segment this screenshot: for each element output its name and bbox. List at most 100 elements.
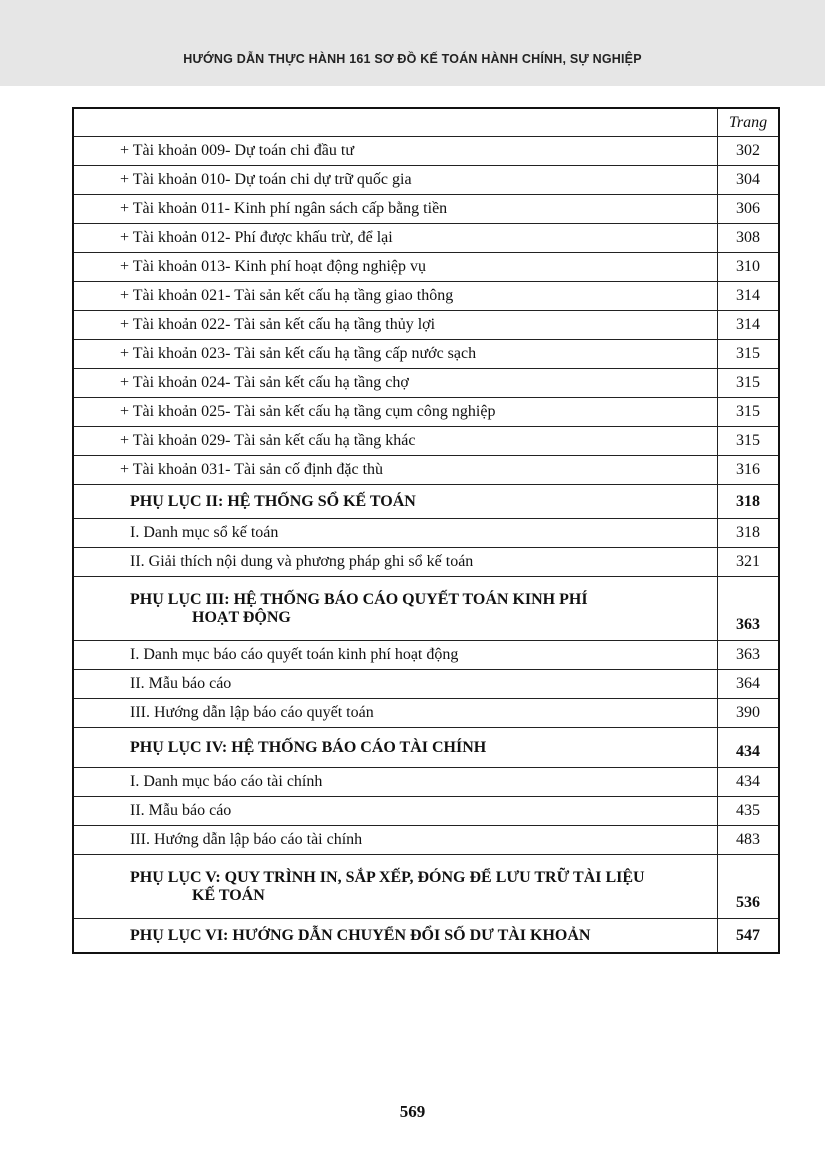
- toc-entry-page: 308: [717, 223, 780, 253]
- toc-entry-title: + Tài khoản 023- Tài sản kết cấu hạ tầng…: [72, 339, 718, 369]
- toc-entry-row: II. Giải thích nội dung và phương pháp g…: [72, 547, 780, 577]
- toc-section-row: PHỤ LỤC V: QUY TRÌNH IN, SẮP XẾP, ĐÓNG Đ…: [72, 854, 780, 919]
- toc-header-row: Trang: [72, 107, 780, 137]
- toc-entry-row: I. Danh mục báo cáo tài chính 434: [72, 767, 780, 797]
- toc-entry-title: + Tài khoản 011- Kinh phí ngân sách cấp …: [72, 194, 718, 224]
- toc-entry-title: + Tài khoản 009- Dự toán chi đầu tư: [72, 136, 718, 166]
- toc-entry-row: + Tài khoản 022- Tài sản kết cấu hạ tầng…: [72, 310, 780, 340]
- toc-entry-row: + Tài khoản 012- Phí được khấu trừ, để l…: [72, 223, 780, 253]
- toc-entry-title: + Tài khoản 024- Tài sản kết cấu hạ tầng…: [72, 368, 718, 398]
- toc-entry-title-text: I. Danh mục báo cáo quyết toán kinh phí …: [130, 646, 459, 663]
- toc-entry-title: + Tài khoản 012- Phí được khấu trừ, để l…: [72, 223, 718, 253]
- toc-entry-title: + Tài khoản 013- Kinh phí hoạt động nghi…: [72, 252, 718, 282]
- toc-entry-row: II. Mẫu báo cáo 435: [72, 796, 780, 826]
- toc-entry-row: + Tài khoản 021- Tài sản kết cấu hạ tầng…: [72, 281, 780, 311]
- toc-entry-title: PHỤ LỤC II: HỆ THỐNG SỔ KẾ TOÁN: [72, 484, 718, 519]
- toc-entry-title-text: + Tài khoản 025- Tài sản kết cấu hạ tầng…: [120, 403, 496, 420]
- toc-section-row: PHỤ LỤC VI: HƯỚNG DẪN CHUYỂN ĐỔI SỐ DƯ T…: [72, 918, 780, 954]
- toc-entry-row: + Tài khoản 011- Kinh phí ngân sách cấp …: [72, 194, 780, 224]
- toc-entry-page: 318: [717, 518, 780, 548]
- toc-entry-title: II. Mẫu báo cáo: [72, 669, 718, 699]
- toc-page-header: Trang: [717, 107, 780, 137]
- toc-entry-title: III. Hướng dẫn lập báo cáo tài chính: [72, 825, 718, 855]
- toc-entry-title-text: PHỤ LỤC VI: HƯỚNG DẪN CHUYỂN ĐỔI SỐ DƯ T…: [130, 926, 591, 944]
- toc-entry-row: + Tài khoản 009- Dự toán chi đầu tư 302: [72, 136, 780, 166]
- toc-entry-page: 363: [717, 576, 780, 641]
- toc-entry-title: + Tài khoản 021- Tài sản kết cấu hạ tầng…: [72, 281, 718, 311]
- toc-entry-title-text: II. Giải thích nội dung và phương pháp g…: [130, 553, 474, 570]
- toc-entry-row: + Tài khoản 010- Dự toán chi dự trữ quốc…: [72, 165, 780, 195]
- toc-entry-title: + Tài khoản 031- Tài sản cố định đặc thù: [72, 455, 718, 485]
- toc-entry-title: + Tài khoản 029- Tài sản kết cấu hạ tầng…: [72, 426, 718, 456]
- running-header: [0, 0, 825, 86]
- toc-entry-row: + Tài khoản 025- Tài sản kết cấu hạ tầng…: [72, 397, 780, 427]
- toc-entry-title-text: PHỤ LỤC V: QUY TRÌNH IN, SẮP XẾP, ĐÓNG Đ…: [130, 868, 645, 886]
- toc-entry-title: + Tài khoản 010- Dự toán chi dự trữ quốc…: [72, 165, 718, 195]
- toc-entry-title-text: PHỤ LỤC II: HỆ THỐNG SỔ KẾ TOÁN: [130, 492, 416, 510]
- toc-entry-row: III. Hướng dẫn lập báo cáo quyết toán 390: [72, 698, 780, 728]
- toc-entry-title-text: + Tài khoản 031- Tài sản cố định đặc thù: [120, 461, 384, 478]
- page-number: 569: [399, 1102, 426, 1121]
- toc-entry-title: II. Mẫu báo cáo: [72, 796, 718, 826]
- toc-entry-page: 314: [717, 310, 780, 340]
- toc-entry-page: 315: [717, 339, 780, 369]
- toc-entry-title-text: PHỤ LỤC IV: HỆ THỐNG BÁO CÁO TÀI CHÍNH: [130, 738, 487, 756]
- toc-entry-title-line2: KẾ TOÁN: [192, 886, 265, 904]
- toc-entry-title: PHỤ LỤC IV: HỆ THỐNG BÁO CÁO TÀI CHÍNH: [72, 727, 718, 768]
- table-of-contents: Trang + Tài khoản 009- Dự toán chi đầu t…: [72, 107, 780, 954]
- toc-entry-title-text: + Tài khoản 029- Tài sản kết cấu hạ tầng…: [120, 432, 416, 449]
- toc-entry-row: + Tài khoản 031- Tài sản cố định đặc thù…: [72, 455, 780, 485]
- toc-entry-title-text: + Tài khoản 022- Tài sản kết cấu hạ tầng…: [120, 316, 436, 333]
- toc-entry-title-text: II. Mẫu báo cáo: [130, 802, 232, 819]
- toc-entry-page: 536: [717, 854, 780, 919]
- toc-entry-row: I. Danh mục báo cáo quyết toán kinh phí …: [72, 640, 780, 670]
- toc-entry-title-text: I. Danh mục sổ kế toán: [130, 524, 279, 541]
- toc-entry-row: II. Mẫu báo cáo 364: [72, 669, 780, 699]
- toc-entry-title-text: + Tài khoản 011- Kinh phí ngân sách cấp …: [120, 200, 448, 217]
- toc-entry-page: 321: [717, 547, 780, 577]
- toc-entry-page: 315: [717, 397, 780, 427]
- toc-entry-title: III. Hướng dẫn lập báo cáo quyết toán: [72, 698, 718, 728]
- toc-entry-title: PHỤ LỤC V: QUY TRÌNH IN, SẮP XẾP, ĐÓNG Đ…: [72, 854, 718, 919]
- toc-entry-page: 434: [717, 727, 780, 768]
- toc-entry-title-text: I. Danh mục báo cáo tài chính: [130, 773, 323, 790]
- toc-entry-page: 318: [717, 484, 780, 519]
- toc-entry-page: 315: [717, 368, 780, 398]
- toc-entry-page: 314: [717, 281, 780, 311]
- toc-entry-title: PHỤ LỤC VI: HƯỚNG DẪN CHUYỂN ĐỔI SỐ DƯ T…: [72, 918, 718, 954]
- toc-entry-row: + Tài khoản 023- Tài sản kết cấu hạ tầng…: [72, 339, 780, 369]
- toc-section-row: PHỤ LỤC III: HỆ THỐNG BÁO CÁO QUYẾT TOÁN…: [72, 576, 780, 641]
- running-header-title: HƯỚNG DẪN THỰC HÀNH 161 SƠ ĐỒ KẾ TOÁN HÀ…: [183, 52, 642, 66]
- toc-entry-title-text: PHỤ LỤC III: HỆ THỐNG BÁO CÁO QUYẾT TOÁN…: [130, 590, 588, 608]
- toc-entry-title: I. Danh mục báo cáo tài chính: [72, 767, 718, 797]
- toc-entry-title: I. Danh mục báo cáo quyết toán kinh phí …: [72, 640, 718, 670]
- toc-entry-page: 315: [717, 426, 780, 456]
- toc-entry-title: + Tài khoản 022- Tài sản kết cấu hạ tầng…: [72, 310, 718, 340]
- toc-entry-page: 435: [717, 796, 780, 826]
- toc-entry-page: 434: [717, 767, 780, 797]
- toc-entry-row: III. Hướng dẫn lập báo cáo tài chính 483: [72, 825, 780, 855]
- toc-entry-page: 547: [717, 918, 780, 954]
- toc-entry-row: + Tài khoản 024- Tài sản kết cấu hạ tầng…: [72, 368, 780, 398]
- toc-section-row: PHỤ LỤC II: HỆ THỐNG SỔ KẾ TOÁN 318: [72, 484, 780, 519]
- toc-entry-row: + Tài khoản 013- Kinh phí hoạt động nghi…: [72, 252, 780, 282]
- toc-entry-page: 302: [717, 136, 780, 166]
- toc-entry-page: 304: [717, 165, 780, 195]
- toc-header-blank: [72, 107, 718, 137]
- toc-entry-title-text: + Tài khoản 021- Tài sản kết cấu hạ tầng…: [120, 287, 454, 304]
- toc-entry-row: I. Danh mục sổ kế toán 318: [72, 518, 780, 548]
- toc-entry-title-text: + Tài khoản 010- Dự toán chi dự trữ quốc…: [120, 171, 412, 188]
- toc-entry-title-text: + Tài khoản 024- Tài sản kết cấu hạ tầng…: [120, 374, 409, 391]
- toc-entry-title-text: + Tài khoản 023- Tài sản kết cấu hạ tầng…: [120, 345, 477, 362]
- toc-entry-page: 390: [717, 698, 780, 728]
- toc-entry-title-line2: HOẠT ĐỘNG: [192, 608, 291, 626]
- toc-entry-title-text: + Tài khoản 009- Dự toán chi đầu tư: [120, 142, 355, 159]
- toc-entry-page: 364: [717, 669, 780, 699]
- toc-section-row: PHỤ LỤC IV: HỆ THỐNG BÁO CÁO TÀI CHÍNH 43…: [72, 727, 780, 768]
- toc-entry-row: + Tài khoản 029- Tài sản kết cấu hạ tầng…: [72, 426, 780, 456]
- toc-entry-page: 363: [717, 640, 780, 670]
- toc-entry-title: + Tài khoản 025- Tài sản kết cấu hạ tầng…: [72, 397, 718, 427]
- toc-entry-title: I. Danh mục sổ kế toán: [72, 518, 718, 548]
- toc-entry-title-text: III. Hướng dẫn lập báo cáo tài chính: [130, 831, 363, 848]
- toc-entry-title-text: + Tài khoản 013- Kinh phí hoạt động nghi…: [120, 258, 427, 275]
